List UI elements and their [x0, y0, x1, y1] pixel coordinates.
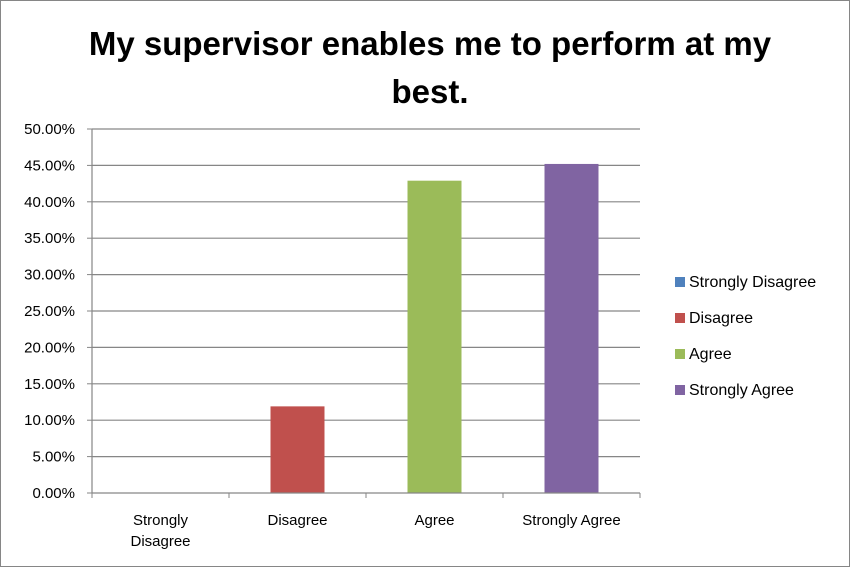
y-tick-label: 50.00%	[24, 121, 75, 138]
y-tick-label: 45.00%	[24, 157, 75, 174]
legend-swatch	[675, 349, 685, 359]
legend-swatch	[675, 277, 685, 287]
y-tick-label: 10.00%	[24, 412, 75, 429]
y-axis-ticks: 0.00% 5.00% 10.00% 15.00% 20.00% 25.00% 30.00%…	[24, 121, 75, 502]
legend-label: Strongly Agree	[689, 382, 794, 399]
bar	[407, 180, 462, 494]
bar	[544, 163, 599, 493]
legend-label: Disagree	[689, 310, 753, 327]
y-tick-label: 25.00%	[24, 303, 75, 320]
legend-label: Agree	[689, 346, 732, 363]
legend: Strongly Disagree Disagree Agree Strongly A…	[675, 274, 816, 399]
x-category-label: Agree	[414, 512, 454, 529]
y-tick-label: 20.00%	[24, 339, 75, 356]
x-category-label: Strongly Disagree	[130, 512, 190, 550]
chart-title: My supervisor enables me to perform at m…	[88, 25, 772, 110]
y-tick-label: 0.00%	[32, 485, 75, 502]
y-tick-label: 15.00%	[24, 376, 75, 393]
y-tick-label: 30.00%	[24, 267, 75, 284]
bars	[270, 163, 599, 494]
x-category-label: Strongly Agree	[522, 512, 620, 529]
legend-swatch	[675, 313, 685, 323]
x-category-label: Disagree	[267, 512, 327, 529]
legend-swatch	[675, 385, 685, 395]
y-tick-label: 40.00%	[24, 194, 75, 211]
y-tick-label: 35.00%	[24, 230, 75, 247]
axes	[91, 129, 641, 498]
y-tick-label: 5.00%	[32, 449, 75, 466]
legend-label: Strongly Disagree	[689, 274, 816, 291]
x-axis-categories: Strongly Disagree Disagree Agree Strongly Ag…	[130, 512, 620, 550]
bar	[270, 406, 325, 493]
